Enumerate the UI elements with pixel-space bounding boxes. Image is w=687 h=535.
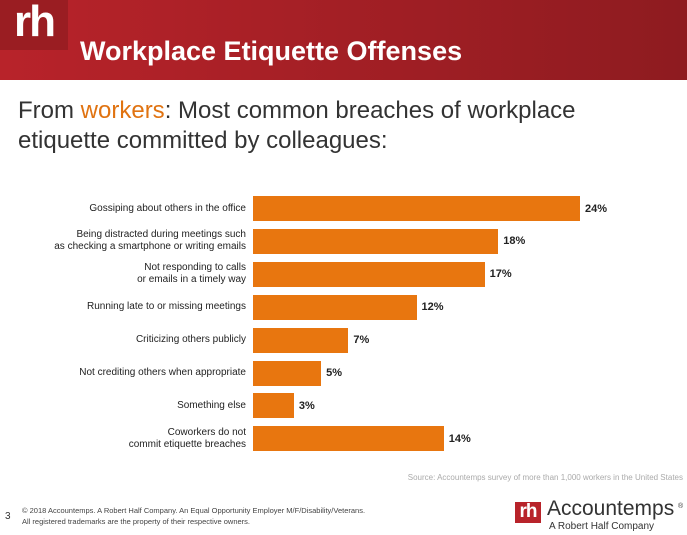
- bar: [253, 327, 349, 353]
- bar: [253, 393, 294, 419]
- category-label: Something else: [177, 399, 246, 411]
- category-label: Being distracted during meetings such as…: [54, 229, 246, 253]
- value-label: 5%: [326, 367, 343, 379]
- page-number: 3: [5, 511, 11, 522]
- value-label: 7%: [353, 334, 370, 347]
- bar: [253, 261, 485, 287]
- category-label: Not responding to calls or emails in a t…: [137, 262, 246, 286]
- subtitle: From workers: Most common breaches of wo…: [18, 96, 618, 156]
- value-label: 14%: [448, 432, 471, 445]
- source: Source: Accountemps survey of more than …: [407, 473, 683, 482]
- logo: rh: [0, 0, 68, 50]
- bar: [253, 360, 322, 386]
- bar: [253, 228, 499, 254]
- subtitle-highlight: workers: [80, 97, 165, 124]
- category-label: Criticizing others publicly: [135, 334, 246, 346]
- category-label: Coworkers do not commit etiquette breach…: [128, 426, 246, 450]
- subtitle-lead: From: [18, 97, 74, 124]
- bar: [253, 294, 417, 320]
- bar: [253, 426, 444, 452]
- subtitle-rest: : Most common breaches of workplace etiq…: [18, 97, 576, 154]
- value-label: 17%: [489, 268, 512, 281]
- category-label: Gossiping about others in the office: [89, 202, 246, 214]
- footer-line: © 2018 Accountemps. A Robert Half Compan…: [22, 506, 366, 515]
- value-label: 12%: [421, 301, 444, 314]
- brand-sub: A Robert Half Company: [549, 521, 655, 532]
- title: Workplace Etiquette Offenses: [80, 36, 463, 66]
- bar: [253, 196, 580, 221]
- brand-mark: rh: [515, 502, 541, 523]
- category-label: Not crediting others when appropriate: [79, 367, 246, 378]
- value-label: 3%: [298, 399, 315, 412]
- footer-line: All registered trademarks are the proper…: [22, 517, 251, 526]
- category-label: Running late to or missing meetings: [87, 301, 246, 313]
- header-bar: [0, 0, 687, 80]
- value-label: 18%: [503, 235, 526, 248]
- brand: Accountemps: [547, 497, 675, 520]
- registered-mark: ®: [678, 503, 684, 510]
- value-label: 24%: [585, 202, 608, 215]
